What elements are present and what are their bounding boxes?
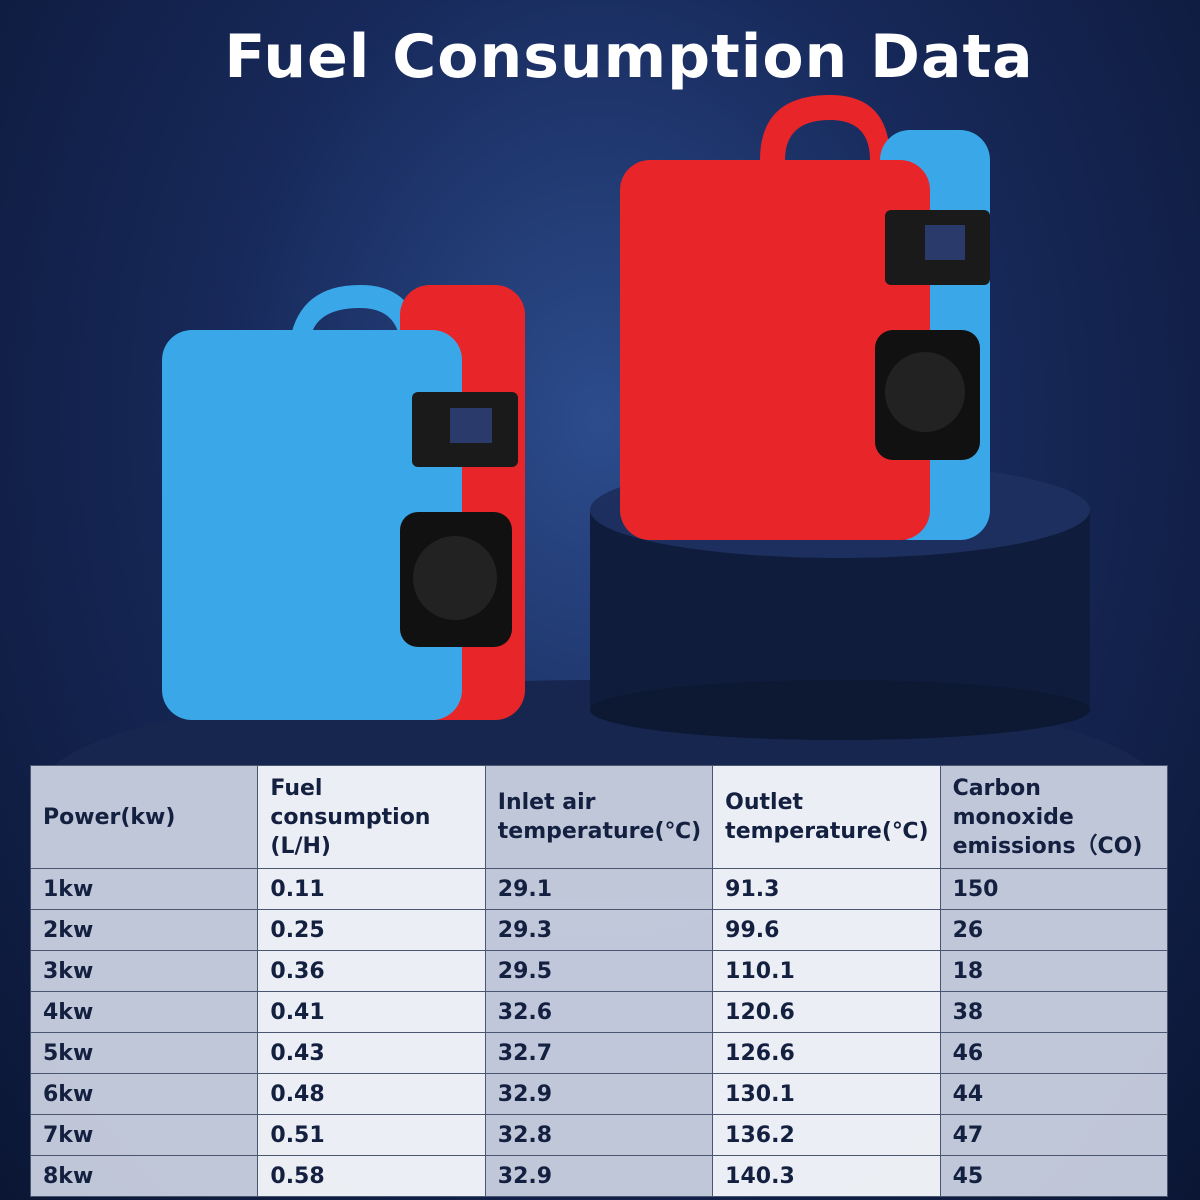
table-cell: 0.51 <box>257 1114 486 1156</box>
column-header: Inlet air temperature(℃) <box>484 765 714 869</box>
table-cell: 1kw <box>29 868 259 910</box>
pedestal-bottom <box>590 680 1090 740</box>
table-cell: 130.1 <box>712 1073 941 1115</box>
table-cell: 0.11 <box>257 868 486 910</box>
table-row: Power(kw) Fuel consumption (L/H) Inlet air… <box>29 765 1169 869</box>
table-cell: 6kw <box>29 1073 259 1115</box>
handle <box>290 285 420 340</box>
table-cell: 91.3 <box>712 868 941 910</box>
table-cell: 47 <box>939 1114 1169 1156</box>
table-cell: 4kw <box>29 991 259 1033</box>
fan <box>885 352 965 432</box>
table-cell: 120.6 <box>712 991 941 1033</box>
column-header: Power(kw) <box>29 765 259 869</box>
table-cell: 32.6 <box>484 991 714 1033</box>
table-cell: 99.6 <box>712 909 941 951</box>
table-cell: 150 <box>939 868 1169 910</box>
table-cell: 32.7 <box>484 1032 714 1074</box>
table-cell: 5kw <box>29 1032 259 1074</box>
table-cell: 32.9 <box>484 1155 714 1197</box>
table-cell: 0.41 <box>257 991 486 1033</box>
table-cell: 136.2 <box>712 1114 941 1156</box>
handle <box>760 95 890 160</box>
table-row: 4kw 0.41 32.6 120.6 38 <box>29 991 1169 1033</box>
column-header: Carbon monoxide emissions（CO) <box>939 765 1169 869</box>
table-row: 6kw 0.48 32.9 130.1 44 <box>29 1073 1169 1115</box>
table-cell: 18 <box>939 950 1169 992</box>
table-cell: 3kw <box>29 950 259 992</box>
display <box>925 225 965 260</box>
table-row: 8kw 0.58 32.9 140.3 45 <box>29 1155 1169 1197</box>
table-row: 7kw 0.51 32.8 136.2 47 <box>29 1114 1169 1156</box>
table-cell: 0.36 <box>257 950 486 992</box>
table-cell: 0.43 <box>257 1032 486 1074</box>
table-row: 5kw 0.43 32.7 126.6 46 <box>29 1032 1169 1074</box>
table-cell: 126.6 <box>712 1032 941 1074</box>
table-cell: 29.5 <box>484 950 714 992</box>
table-cell: 0.25 <box>257 909 486 951</box>
table-cell: 32.9 <box>484 1073 714 1115</box>
table-row: 2kw 0.25 29.3 99.6 26 <box>29 909 1169 951</box>
fan <box>413 536 497 620</box>
heater-body <box>620 160 930 540</box>
table-cell: 0.58 <box>257 1155 486 1197</box>
data-table: Power(kw) Fuel consumption (L/H) Inlet air… <box>29 765 1169 1197</box>
table-cell: 26 <box>939 909 1169 951</box>
display <box>450 408 492 443</box>
title: Fuel Consumption Data <box>224 22 1034 92</box>
table-cell: 7kw <box>29 1114 259 1156</box>
table-cell: 44 <box>939 1073 1169 1115</box>
table-cell: 29.1 <box>484 868 714 910</box>
column-header: Fuel consumption (L/H) <box>257 765 486 869</box>
table-cell: 8kw <box>29 1155 259 1197</box>
table-cell: 110.1 <box>712 950 941 992</box>
table-row: 3kw 0.36 29.5 110.1 18 <box>29 950 1169 992</box>
table-cell: 46 <box>939 1032 1169 1074</box>
table-cell: 32.8 <box>484 1114 714 1156</box>
table-cell: 38 <box>939 991 1169 1033</box>
table-cell: 140.3 <box>712 1155 941 1197</box>
heater-body <box>162 330 462 720</box>
table-cell: 2kw <box>29 909 259 951</box>
table-cell: 0.48 <box>257 1073 486 1115</box>
table-row: 1kw 0.11 29.1 91.3 150 <box>29 868 1169 910</box>
table-cell: 29.3 <box>484 909 714 951</box>
column-header: Outlet temperature(℃) <box>712 765 941 869</box>
table-cell: 45 <box>939 1155 1169 1197</box>
